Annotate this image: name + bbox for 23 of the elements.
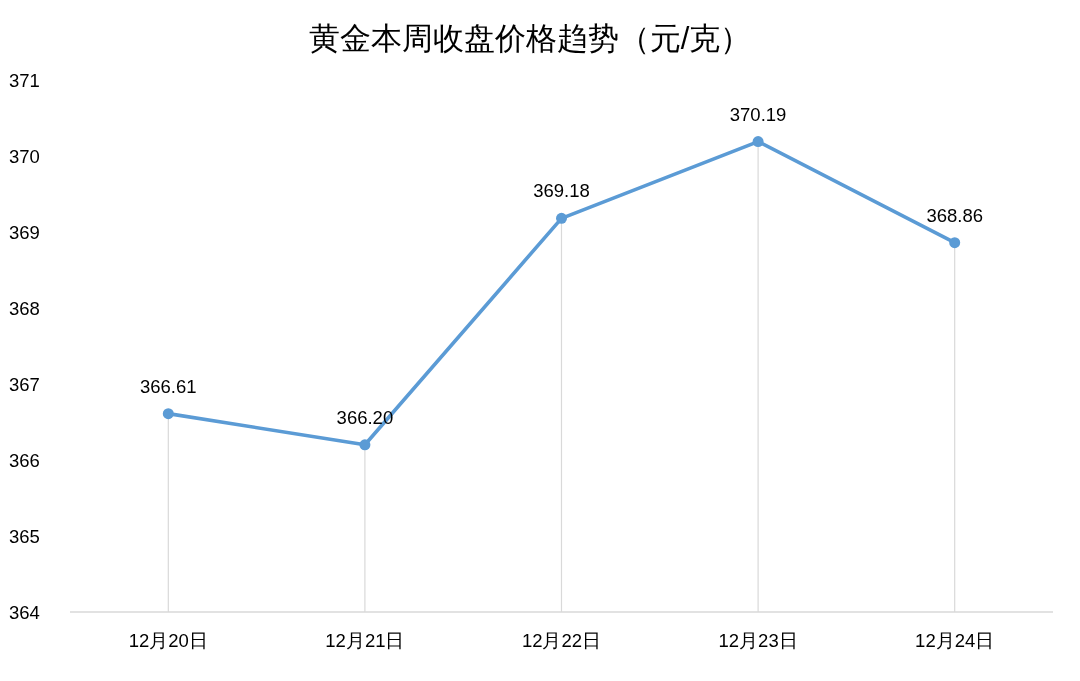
y-tick-label: 370 (9, 145, 40, 167)
y-tick-label: 367 (9, 373, 40, 395)
title: 黄金本周收盘价格趋势（元/克） (308, 21, 752, 56)
point (556, 212, 567, 224)
point (162, 408, 174, 420)
data-label: 370.19 (729, 103, 787, 125)
x-tick-label: 12月23日 (718, 630, 798, 651)
y-tick-label: 368 (9, 297, 40, 319)
point (752, 136, 764, 148)
y-tick-label: 366 (9, 449, 40, 471)
x-tick-label: 12月21日 (325, 630, 405, 651)
data-label: 366.61 (140, 375, 197, 397)
x-tick-label: 12月24日 (915, 630, 995, 651)
point (359, 439, 371, 451)
x-tick-label: 12月22日 (521, 630, 602, 651)
y-tick-label: 369 (9, 221, 40, 243)
y-tick-label: 364 (9, 601, 40, 623)
y-tick-label: 371 (9, 69, 40, 91)
y-tick-label: 365 (9, 525, 40, 547)
data-label: 369.18 (533, 180, 590, 202)
data-label: 368.86 (926, 204, 983, 226)
point (949, 237, 961, 249)
x-tick-label: 12月20日 (128, 630, 208, 651)
